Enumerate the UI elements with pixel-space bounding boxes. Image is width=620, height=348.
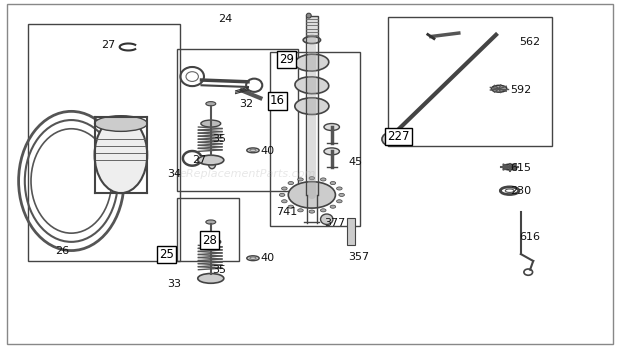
- Text: 741: 741: [276, 207, 297, 216]
- Text: 40: 40: [261, 147, 275, 156]
- Bar: [177, 198, 239, 261]
- Text: 29: 29: [279, 53, 294, 66]
- Ellipse shape: [247, 256, 259, 261]
- Ellipse shape: [309, 210, 315, 213]
- Ellipse shape: [303, 37, 321, 44]
- Text: eReplacementParts.com: eReplacementParts.com: [180, 169, 316, 179]
- Bar: [177, 49, 298, 191]
- Text: 357: 357: [348, 252, 369, 262]
- Ellipse shape: [337, 200, 342, 203]
- Ellipse shape: [491, 85, 507, 92]
- Text: 616: 616: [520, 232, 541, 242]
- Ellipse shape: [95, 117, 148, 193]
- Ellipse shape: [288, 205, 294, 208]
- Ellipse shape: [208, 158, 216, 169]
- Ellipse shape: [298, 209, 303, 212]
- Text: 40: 40: [261, 253, 275, 262]
- Ellipse shape: [198, 155, 224, 165]
- Ellipse shape: [321, 214, 333, 224]
- Text: 377: 377: [324, 218, 345, 228]
- Ellipse shape: [295, 77, 329, 94]
- Text: 562: 562: [520, 37, 541, 47]
- Ellipse shape: [279, 193, 285, 196]
- Ellipse shape: [330, 205, 335, 208]
- Ellipse shape: [503, 164, 516, 170]
- Text: 26: 26: [55, 246, 69, 256]
- Ellipse shape: [201, 120, 221, 127]
- Text: 34: 34: [167, 169, 181, 179]
- Ellipse shape: [288, 182, 335, 208]
- Ellipse shape: [337, 187, 342, 190]
- Ellipse shape: [247, 148, 259, 153]
- Ellipse shape: [281, 200, 287, 203]
- Ellipse shape: [281, 187, 287, 190]
- Text: 28: 28: [202, 234, 217, 247]
- Ellipse shape: [201, 238, 221, 245]
- Ellipse shape: [95, 116, 148, 132]
- Bar: [388, 17, 552, 146]
- Bar: [347, 218, 355, 245]
- Text: 592: 592: [510, 86, 531, 95]
- Text: 45: 45: [348, 157, 362, 167]
- Ellipse shape: [324, 124, 340, 130]
- Bar: [306, 16, 318, 37]
- Text: 32: 32: [239, 100, 253, 109]
- Bar: [270, 52, 360, 226]
- Ellipse shape: [309, 177, 315, 180]
- Text: 35: 35: [213, 134, 226, 144]
- Ellipse shape: [298, 178, 303, 181]
- Bar: [28, 24, 180, 261]
- Ellipse shape: [330, 182, 335, 185]
- Text: 16: 16: [270, 94, 285, 108]
- Text: 27: 27: [102, 40, 115, 50]
- Text: 615: 615: [510, 163, 531, 173]
- Text: 33: 33: [167, 279, 181, 288]
- Text: 35: 35: [213, 265, 226, 275]
- Text: 227: 227: [388, 130, 410, 143]
- Ellipse shape: [306, 13, 311, 18]
- Ellipse shape: [321, 209, 326, 212]
- Ellipse shape: [339, 193, 345, 196]
- Ellipse shape: [206, 220, 216, 224]
- Ellipse shape: [288, 182, 294, 185]
- Ellipse shape: [295, 98, 329, 114]
- Text: 230: 230: [510, 187, 531, 196]
- Text: 25: 25: [159, 248, 174, 261]
- Ellipse shape: [382, 133, 399, 146]
- Text: 24: 24: [218, 14, 232, 24]
- Ellipse shape: [321, 178, 326, 181]
- Ellipse shape: [198, 274, 224, 283]
- Ellipse shape: [295, 54, 329, 71]
- Ellipse shape: [206, 102, 216, 106]
- Text: 27: 27: [193, 155, 206, 165]
- Ellipse shape: [324, 148, 340, 155]
